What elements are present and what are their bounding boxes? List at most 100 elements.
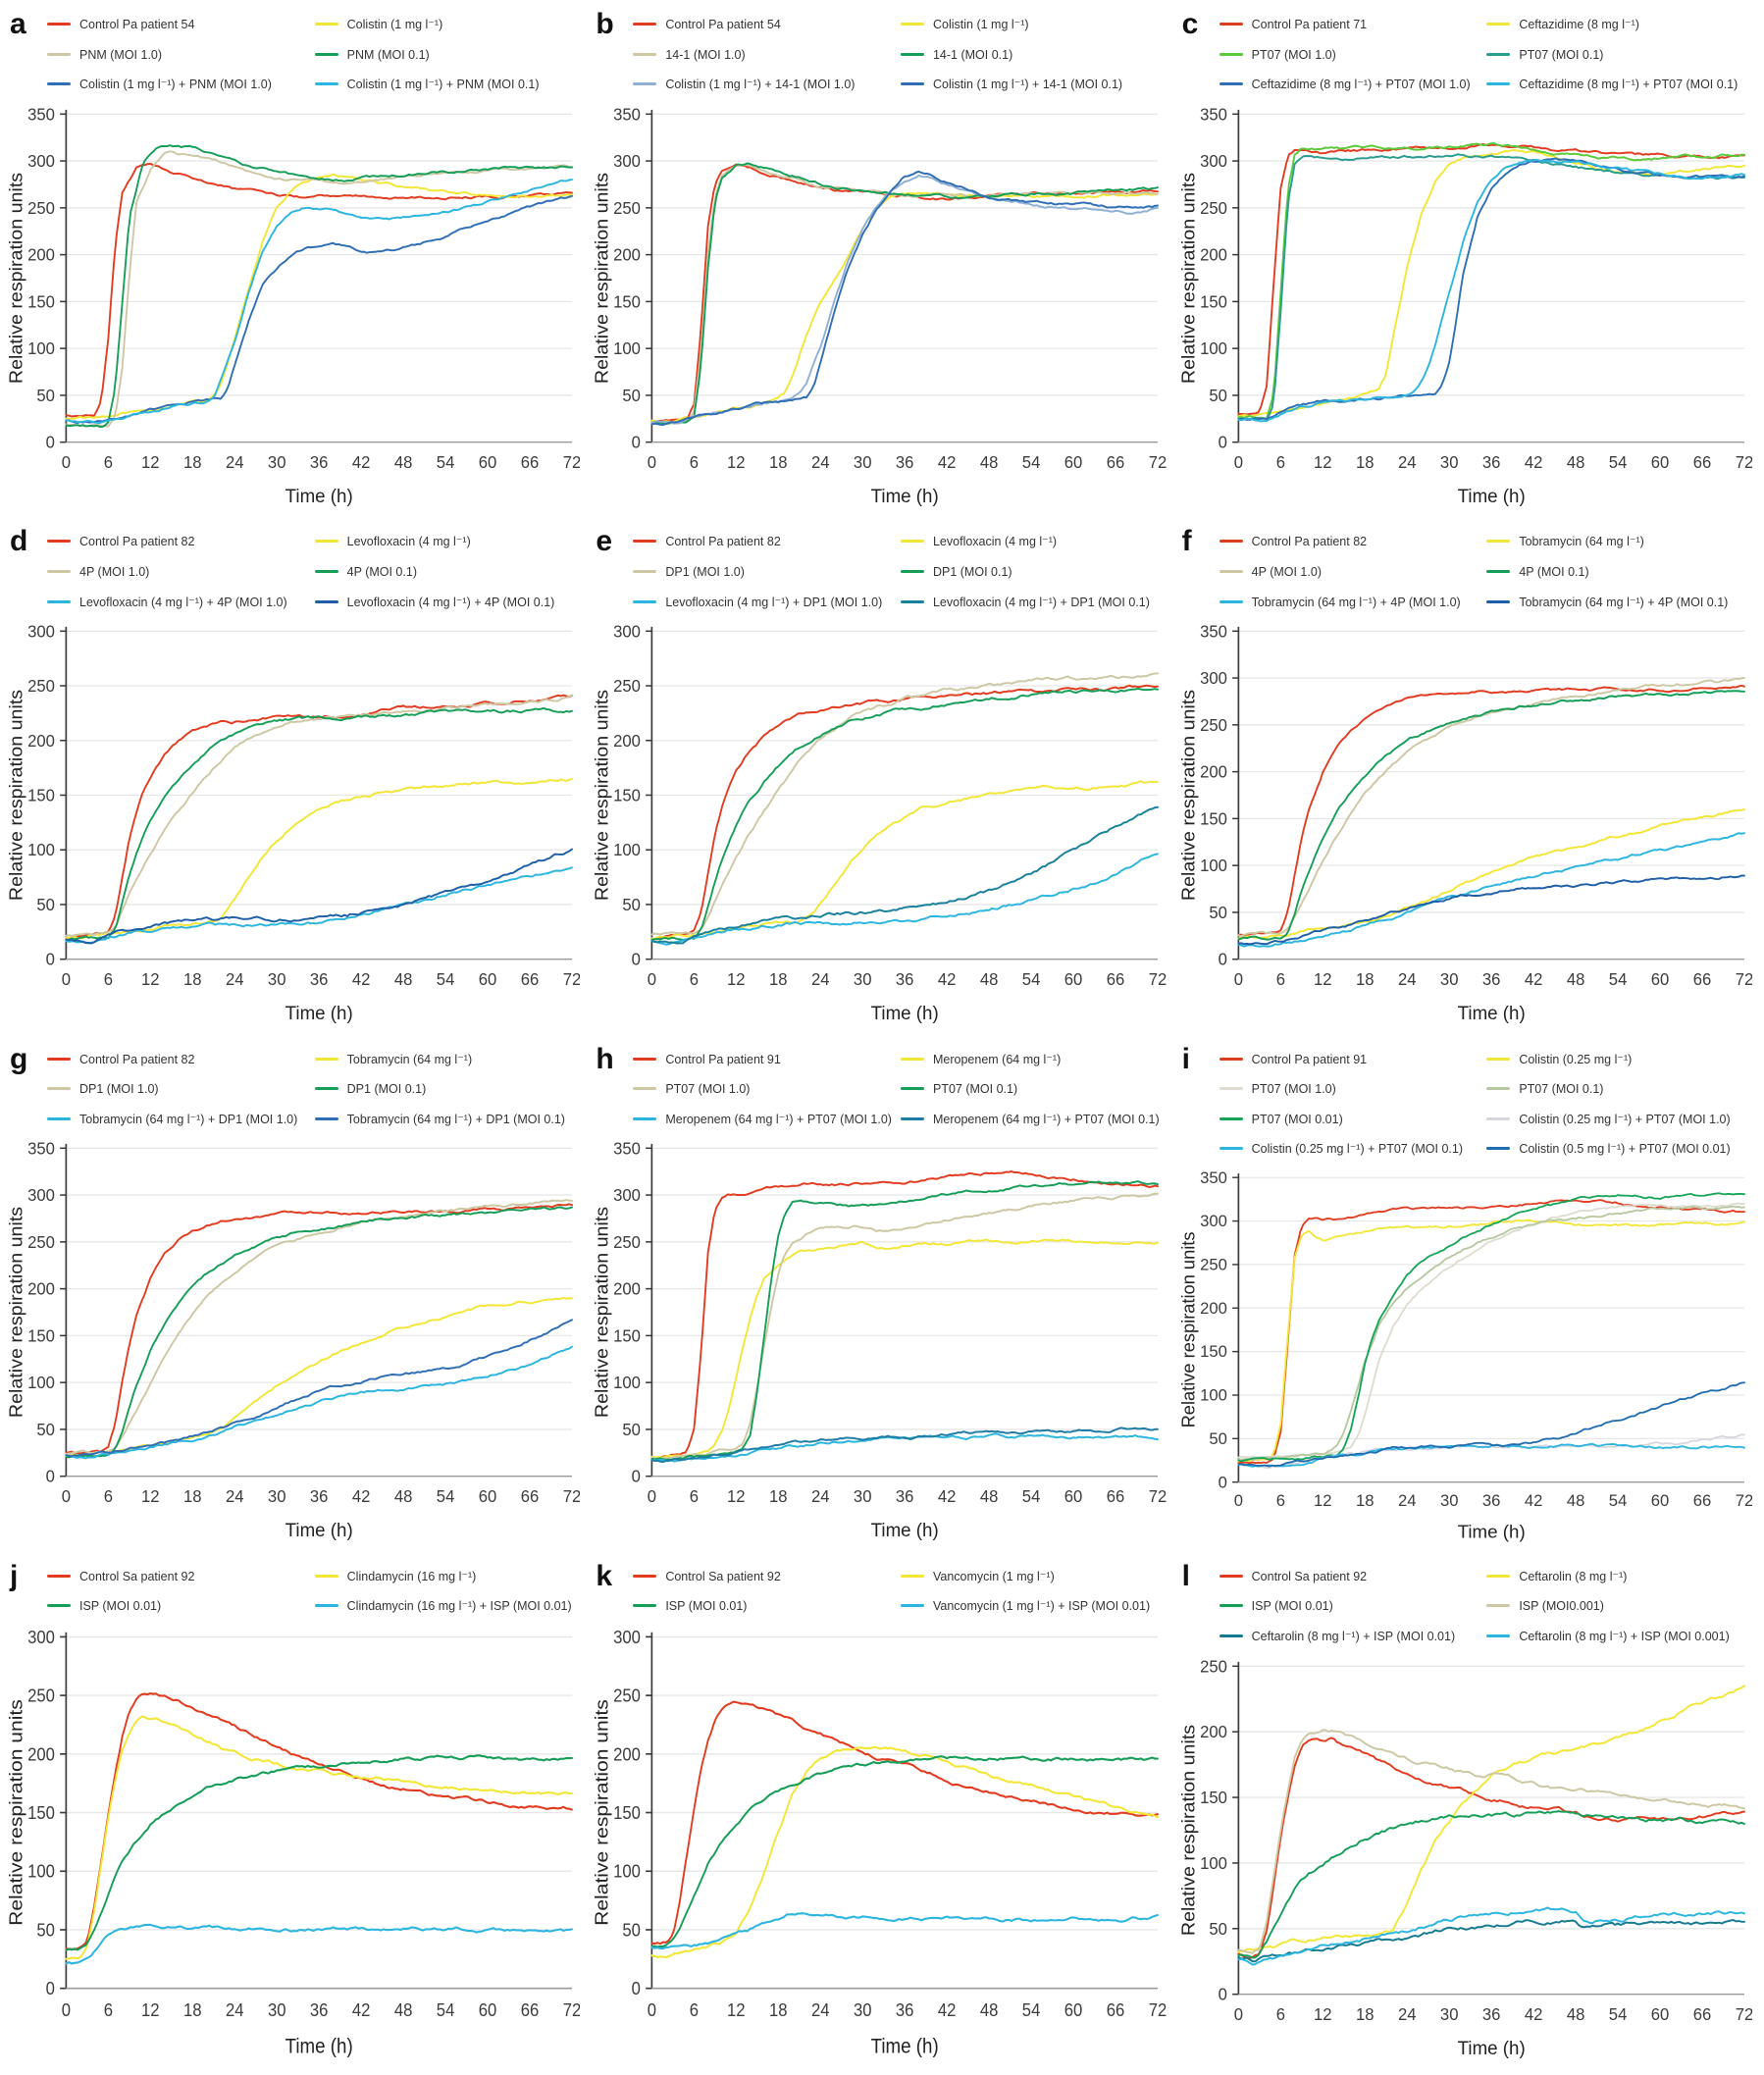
chart-panel-b: 0 50 100 150 200 250 300 350 0 6 12 18 24 30 36 42 48 54 6… [594, 105, 1166, 507]
legend-item: Control Pa patient 54 [47, 18, 311, 33]
x-tick-label: 60 [1064, 970, 1083, 989]
chart-container-e: 0 50 100 150 200 250 300 0 6 12 18 24 30 36 42 48 54 60 66… [594, 616, 1166, 1036]
legend-item: Meropenem (64 mg l⁻¹) [900, 1052, 1165, 1068]
legend-item: Ceftarolin (8 mg l⁻¹) + ISP (MOI 0.01) [1219, 1630, 1483, 1645]
x-tick-label: 48 [394, 452, 413, 471]
legend-panel-g: Control Pa patient 82 Tobramycin (64 mg l… [47, 1053, 580, 1128]
legend-label: PT07 (MOI 0.1) [1519, 1082, 1604, 1097]
x-tick-label: 6 [1275, 2004, 1284, 2023]
y-tick-label: 150 [27, 1326, 55, 1345]
x-tick-label: 60 [479, 970, 497, 989]
x-axis-title: Time (h) [1457, 486, 1525, 506]
legend-panel-h: Control Pa patient 91 Meropenem (64 mg l⁻… [633, 1053, 1166, 1128]
y-tick-label: 250 [27, 1233, 55, 1252]
legend-label: Tobramycin (64 mg l⁻¹) + DP1 (MOI 1.0) [79, 1112, 298, 1126]
x-tick-label: 42 [938, 452, 957, 471]
x-tick-label: 18 [183, 1999, 202, 2020]
x-tick-label: 24 [811, 452, 830, 471]
y-tick-label: 300 [613, 152, 641, 171]
legend-item: Colistin (1 mg l⁻¹) [900, 18, 1165, 33]
y-tick-label: 50 [1209, 386, 1227, 404]
x-tick-label: 48 [980, 1999, 999, 2020]
y-tick-label: 0 [1218, 1474, 1226, 1491]
series-line-3 [1237, 142, 1745, 420]
x-tick-label: 72 [1735, 452, 1752, 471]
x-tick-label: 12 [1314, 2004, 1332, 2023]
legend-label: Ceftarolin (8 mg l⁻¹) + ISP (MOI 0.01) [1251, 1630, 1456, 1643]
legend-item: Control Pa patient 82 [47, 1053, 311, 1068]
legend-item: ISP (MOI 0.01) [1219, 1599, 1483, 1615]
x-tick-label: 30 [854, 970, 872, 989]
legend-swatch [1219, 1634, 1243, 1637]
legend-swatch [314, 540, 338, 544]
y-tick-label: 250 [1200, 1257, 1227, 1274]
x-tick-label: 6 [690, 970, 699, 989]
y-tick-label: 300 [27, 152, 55, 171]
series-line-2 [650, 780, 1160, 941]
series-line-5 [650, 853, 1160, 946]
x-tick-label: 36 [896, 970, 914, 989]
series-line-3 [65, 1754, 573, 1951]
legend-label: Meropenem (64 mg l⁻¹) + PT07 (MOI 0.1) [932, 1112, 1160, 1126]
legend-item: Ceftarolin (8 mg l⁻¹) [1486, 1570, 1750, 1585]
legend-label: ISP (MOI 0.01) [665, 1599, 748, 1614]
series-line-4 [650, 162, 1160, 426]
x-tick-label: 12 [141, 970, 160, 989]
legend-item: 4P (MOI 0.1) [314, 565, 579, 581]
legend-swatch [900, 1604, 924, 1608]
y-tick-label: 50 [36, 896, 55, 914]
x-tick-label: 48 [1567, 1492, 1585, 1510]
legend-swatch [1486, 569, 1511, 573]
x-tick-label: 0 [62, 1487, 71, 1506]
x-tick-label: 42 [1525, 1492, 1543, 1510]
legend-label: Tobramycin (64 mg l⁻¹) [1519, 535, 1644, 549]
legend-swatch [1486, 23, 1511, 26]
y-axis-title: Relative respiration units [594, 690, 612, 901]
legend-swatch [633, 569, 657, 573]
x-tick-label: 0 [1233, 1492, 1242, 1510]
legend-label: ISP (MOI 0.01) [1251, 1599, 1333, 1614]
legend-label: Colistin (1 mg l⁻¹) [932, 18, 1029, 31]
legend-item: Colistin (1 mg l⁻¹) + PNM (MOI 0.1) [314, 78, 579, 93]
y-tick-label: 250 [27, 1686, 55, 1706]
x-tick-label: 36 [896, 1487, 914, 1506]
panel-i: i Control Pa patient 91 Colistin (0.25 mg … [1180, 1043, 1752, 1554]
y-tick-label: 250 [27, 677, 55, 696]
chart-panel-i: 0 50 100 150 200 250 300 350 0 6 12 18 24 30 36 42 48 54 6… [1180, 1169, 1752, 1541]
x-tick-label: 12 [1314, 452, 1332, 471]
legend-label: Meropenem (64 mg l⁻¹) [932, 1052, 1062, 1066]
legend-item: Control Sa patient 92 [633, 1570, 897, 1585]
chart-container-k: 0 50 100 150 200 250 300 0 6 12 18 24 30 36 42 48 54 60 66… [594, 1621, 1166, 2071]
series-line-4 [650, 1912, 1160, 1950]
panel-h: h Control Pa patient 91 Meropenem (64 mg l… [594, 1043, 1166, 1554]
y-tick-label: 300 [27, 1627, 55, 1647]
x-tick-label: 66 [521, 1487, 540, 1506]
legend-label: Levofloxacin (4 mg l⁻¹) + DP1 (MOI 1.0) [665, 595, 883, 609]
y-tick-label: 200 [1200, 1300, 1227, 1318]
legend-label: Control Pa patient 82 [79, 1052, 195, 1066]
x-tick-label: 0 [648, 970, 656, 989]
x-tick-label: 60 [1650, 2004, 1669, 2023]
legend-item: ISP (MOI 0.01) [47, 1599, 311, 1615]
panel-letter-i: i [1181, 1042, 1190, 1075]
panel-letter-a: a [10, 8, 26, 40]
legend-swatch [633, 23, 657, 26]
legend-item: Colistin (1 mg l⁻¹) + PNM (MOI 1.0) [47, 78, 311, 93]
legend-item: 14-1 (MOI 1.0) [633, 48, 897, 64]
legend-swatch [900, 82, 924, 86]
series-line-6 [1237, 874, 1745, 946]
series-line-3 [650, 1192, 1160, 1461]
legend-swatch [47, 23, 71, 26]
x-tick-label: 60 [1650, 452, 1669, 471]
series-line-3 [1237, 1809, 1745, 1959]
y-tick-label: 150 [613, 1326, 641, 1345]
legend-label: Colistin (0.25 mg l⁻¹) + PT07 (MOI 0.1) [1251, 1142, 1463, 1157]
legend-label: 14-1 (MOI 0.1) [932, 47, 1013, 62]
legend-swatch [47, 599, 71, 603]
series-line-4 [65, 1206, 573, 1459]
legend-swatch [314, 1574, 338, 1578]
y-tick-label: 50 [1209, 904, 1227, 922]
legend-item: Levofloxacin (4 mg l⁻¹) + DP1 (MOI 0.1) [900, 596, 1165, 611]
legend-label: Colistin (1 mg l⁻¹) + PNM (MOI 1.0) [79, 78, 272, 92]
y-tick-label: 300 [27, 1186, 55, 1205]
